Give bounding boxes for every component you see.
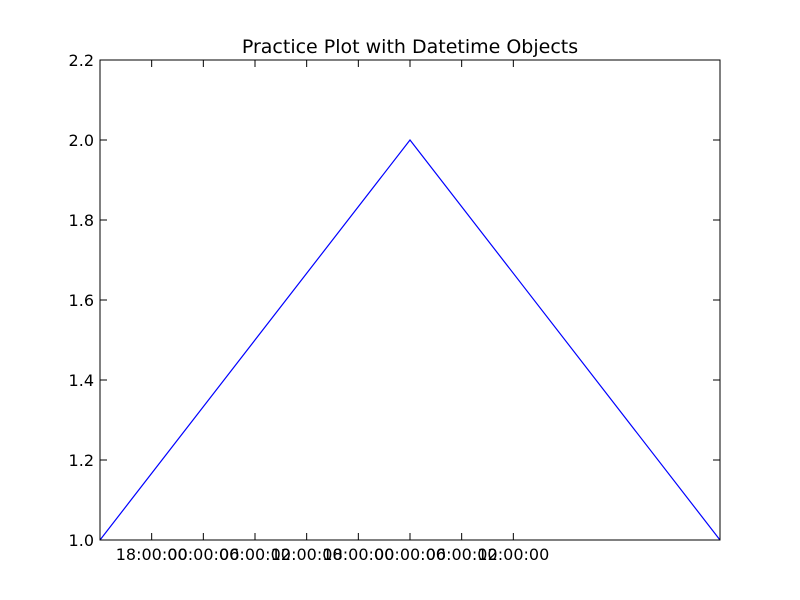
x-tick-label: 06:00:00 [426, 545, 498, 564]
x-tick-label: 06:00:00 [219, 545, 291, 564]
x-tick-label: 18:00:00 [116, 545, 188, 564]
x-tick-label: 12:00:00 [477, 545, 549, 564]
ticks-layer: 1.01.21.41.61.82.02.218:00:0000:00:0006:… [69, 51, 720, 564]
plot-frame [99, 59, 721, 541]
series-line-0 [99, 139, 721, 541]
x-tick-label: 00:00:00 [374, 545, 446, 564]
x-tick-label: 00:00:00 [167, 545, 239, 564]
series-layer [99, 139, 721, 541]
y-tick-label: 1.2 [69, 451, 94, 470]
x-tick-label: 18:00:00 [322, 545, 394, 564]
y-tick-label: 1.0 [69, 531, 94, 550]
x-tick-label: 12:00:00 [271, 545, 343, 564]
y-tick-label: 1.8 [69, 211, 94, 230]
y-tick-label: 1.6 [69, 291, 94, 310]
y-tick-label: 1.4 [69, 371, 94, 390]
y-tick-label: 2.0 [69, 131, 94, 150]
y-tick-label: 2.2 [69, 51, 94, 70]
chart-title: Practice Plot with Datetime Objects [242, 36, 578, 58]
